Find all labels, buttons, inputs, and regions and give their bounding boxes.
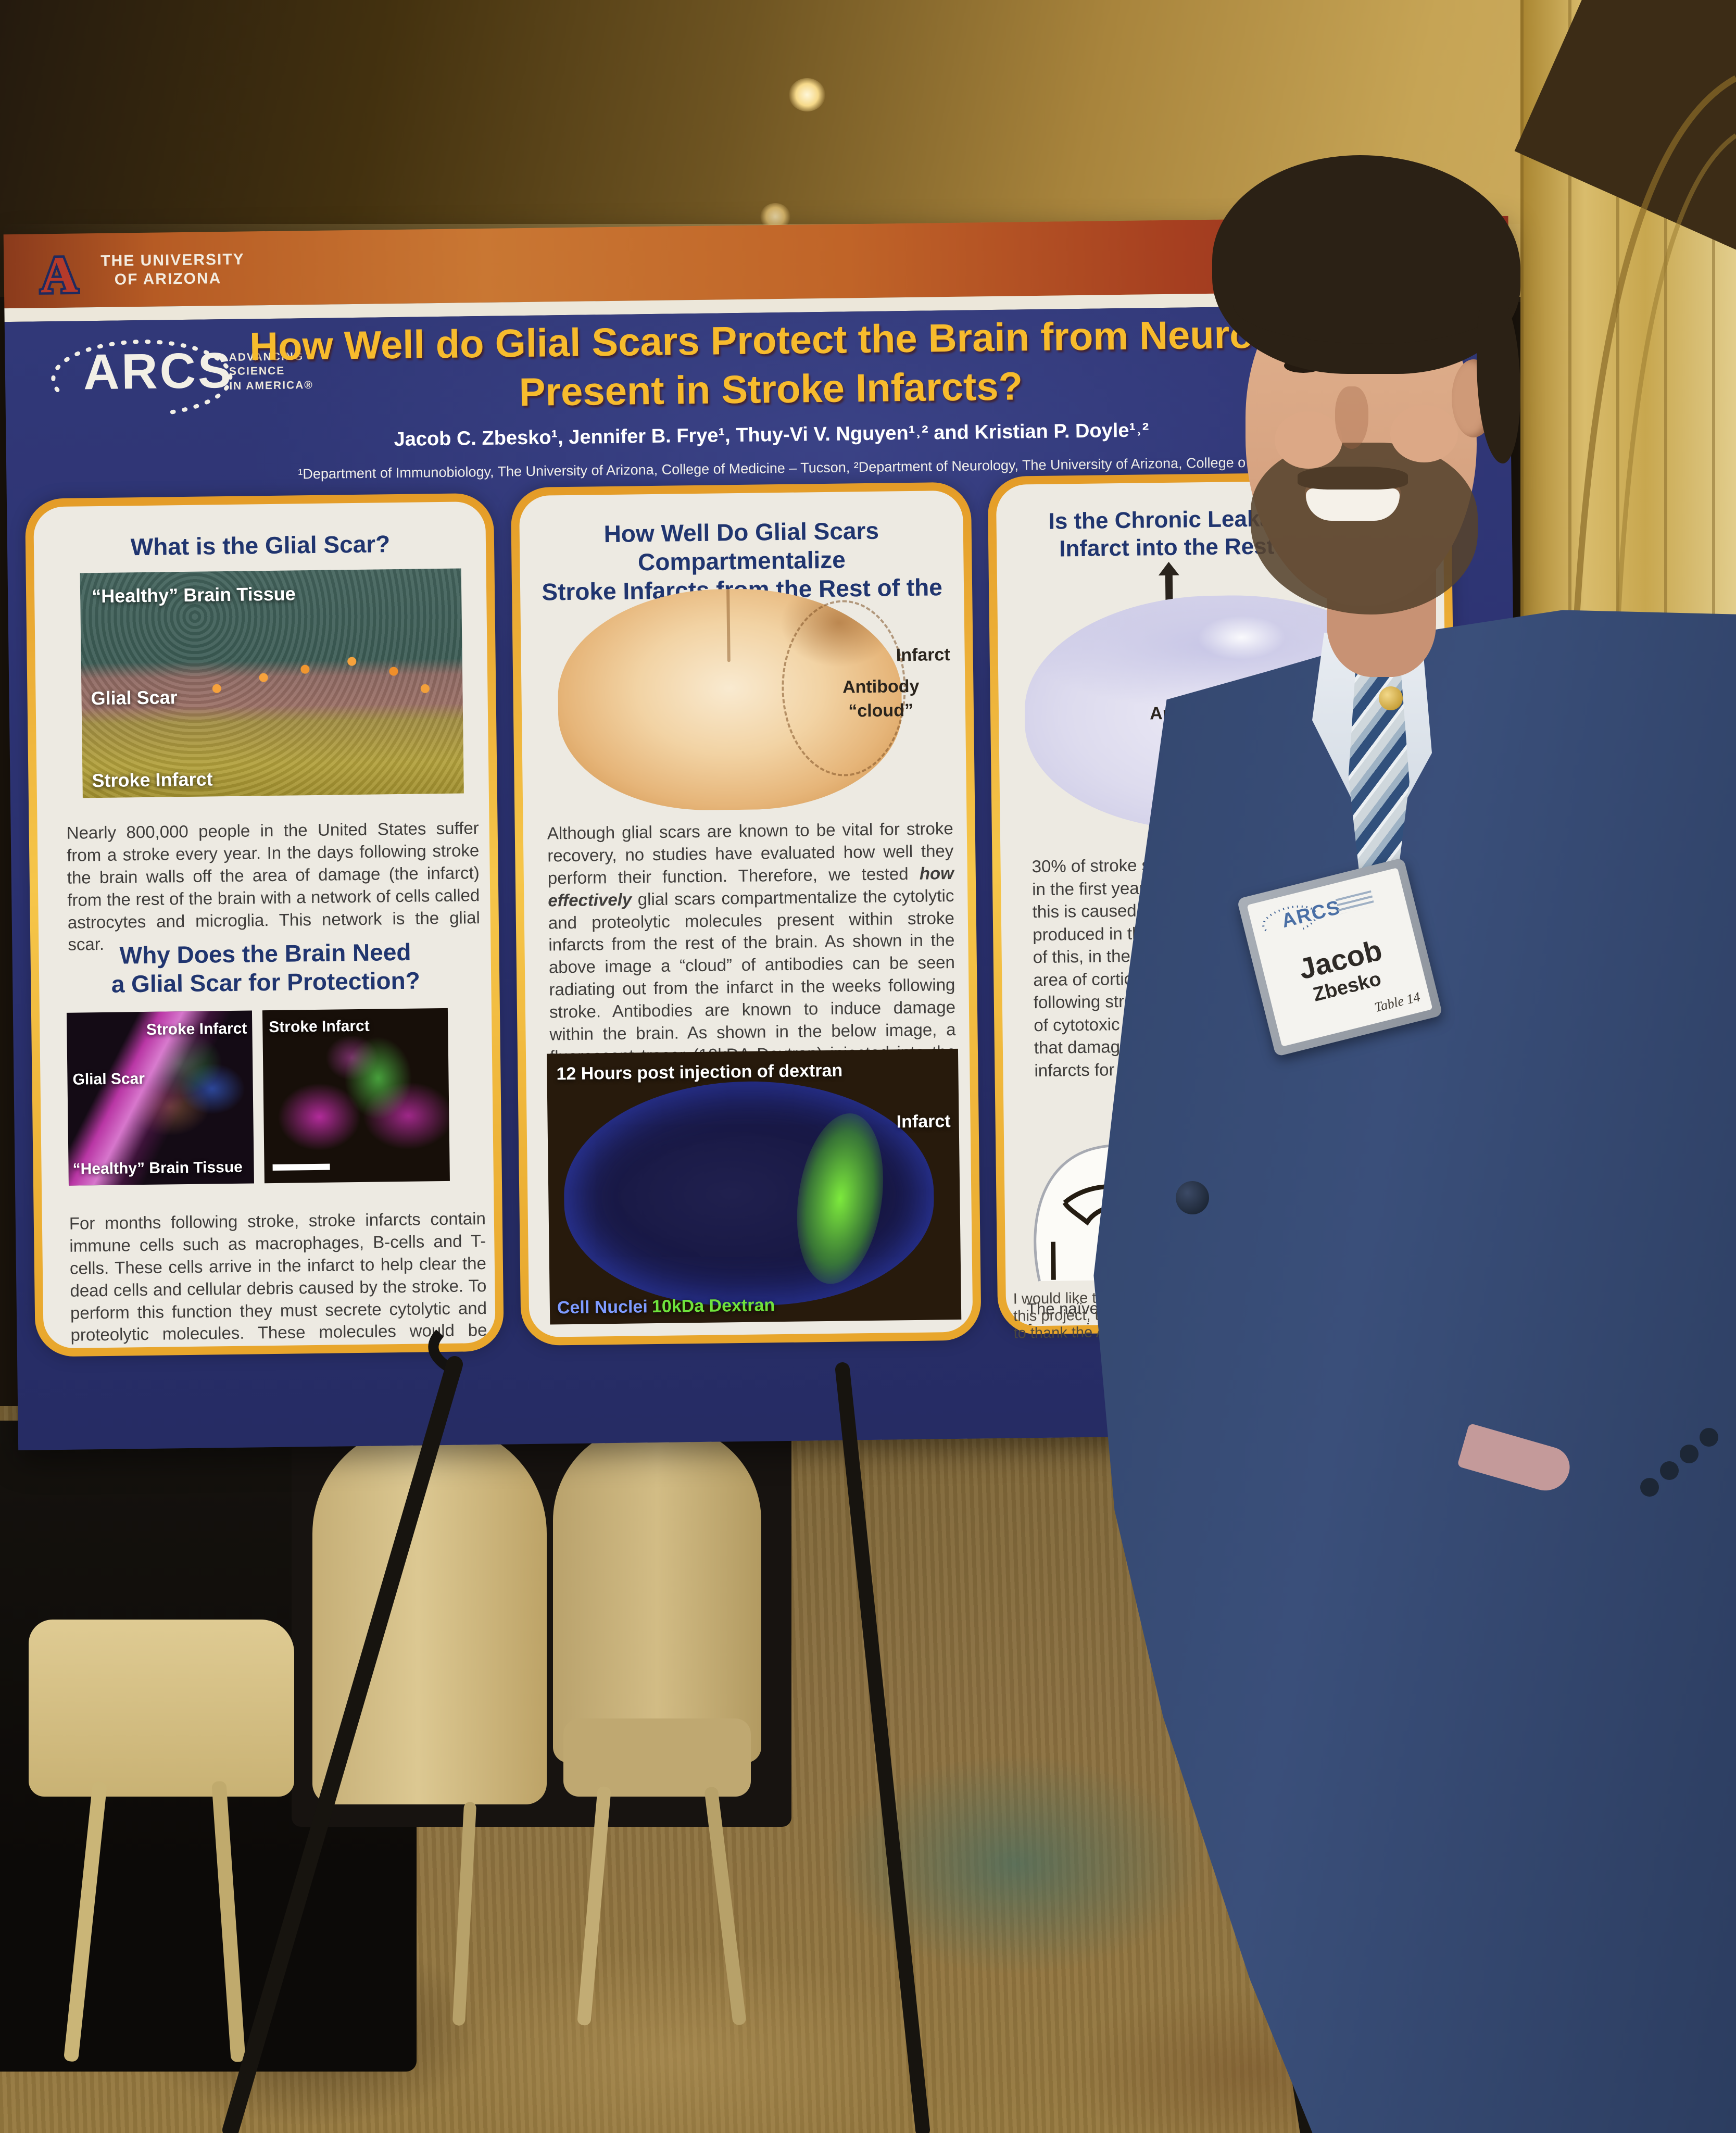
arch-trim-icon (1569, 75, 1736, 719)
arcs-swoosh-icon (51, 340, 233, 415)
sleeve-button (1660, 1461, 1679, 1480)
chair-seat (29, 1620, 294, 1797)
sleeve-button (1680, 1445, 1699, 1463)
sleeve-button (1700, 1428, 1718, 1447)
badge-arcs-swoosh-icon (1262, 905, 1317, 932)
recessed-light-icon (789, 78, 825, 111)
name-badge: ARCS Jacob Zbesko Table 14 (1237, 857, 1443, 1057)
lapel-pin-icon (1379, 686, 1403, 710)
chair-back (553, 1424, 761, 1763)
person-smile (1306, 488, 1400, 521)
person-cheek (1275, 411, 1342, 469)
badge-arcs-tagline-bars (1335, 890, 1375, 914)
person-mustache (1298, 467, 1408, 490)
badge-card: ARCS Jacob Zbesko Table 14 (1247, 868, 1433, 1047)
person-cheek (1390, 405, 1458, 462)
jacket-button (1176, 1181, 1209, 1214)
ua-logo-icon: A (37, 244, 81, 302)
person-hair-fringe (1233, 271, 1493, 344)
chair-seat (563, 1718, 751, 1797)
svg-text:A: A (40, 245, 79, 302)
badge-table-number: Table 14 (1373, 989, 1422, 1015)
person-nose-shadow (1335, 386, 1368, 449)
sleeve-button (1640, 1478, 1659, 1497)
